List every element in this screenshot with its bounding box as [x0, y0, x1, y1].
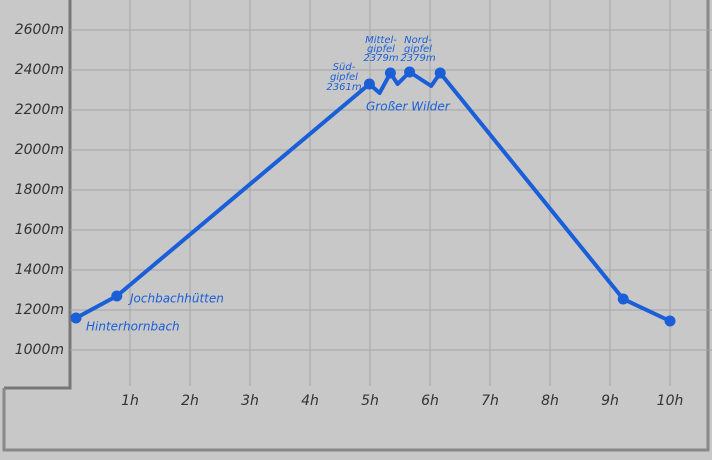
y-tick-label: 2600m: [15, 22, 64, 38]
x-tick-label: 5h: [361, 393, 379, 409]
annotation: Jochbachhütten: [128, 292, 224, 306]
x-tick-label: 6h: [421, 393, 439, 409]
point: [617, 293, 629, 305]
y-tick-label: 1000m: [15, 342, 64, 358]
point: [664, 315, 676, 327]
x-tick-label: 9h: [601, 393, 619, 409]
y-tick-label: 1200m: [15, 302, 64, 318]
point: [363, 78, 375, 90]
annotation: gipfel: [367, 44, 395, 55]
profile-line: [75, 70, 671, 323]
annotation: 2361m: [326, 82, 361, 93]
annotation: Nord-: [404, 35, 432, 46]
y-tick-label: 2000m: [15, 142, 64, 158]
point: [434, 67, 446, 79]
annotation: Hinterhornbach: [86, 320, 180, 334]
x-tick-label: 1h: [121, 393, 139, 409]
y-tick-label: 1400m: [15, 262, 64, 278]
x-tick-label: 7h: [481, 393, 499, 409]
annotation: gipfel: [404, 44, 432, 55]
x-tick-label: 8h: [541, 393, 559, 409]
x-tick-label: 2h: [181, 393, 199, 409]
annotation: 2379m: [363, 53, 398, 64]
axis-bevel: [4, 0, 72, 390]
y-tick-label: 1800m: [15, 182, 64, 198]
annotation: gipfel: [330, 72, 358, 83]
x-tick-label: 4h: [301, 393, 319, 409]
point: [384, 67, 396, 79]
y-tick-label: 1600m: [15, 222, 64, 238]
frame-bevel: [2, 0, 710, 452]
y-tick-label: 2200m: [15, 102, 64, 118]
annotation: Süd-: [333, 62, 356, 73]
point: [70, 312, 82, 324]
point: [404, 66, 416, 78]
x-tick-label: 3h: [241, 393, 259, 409]
x-tick-label: 10h: [657, 393, 684, 409]
y-tick-label: 2400m: [15, 62, 64, 78]
annotation: Mittel-: [365, 35, 397, 46]
annotation: 2379m: [400, 53, 435, 64]
point: [111, 290, 123, 302]
axis-panel: [70, 388, 708, 450]
annotation: Großer Wilder: [366, 100, 451, 114]
